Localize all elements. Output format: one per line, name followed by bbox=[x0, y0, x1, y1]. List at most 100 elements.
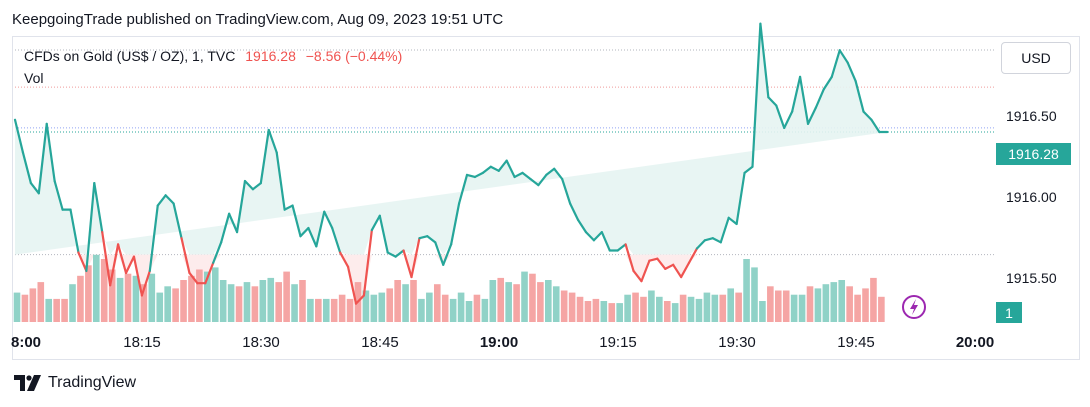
price-line-segment bbox=[806, 106, 818, 125]
price-line-segment bbox=[13, 118, 25, 154]
price-line-segment bbox=[775, 104, 786, 130]
price-line-segment bbox=[77, 251, 88, 273]
volume-bar bbox=[85, 265, 92, 322]
price-line-segment bbox=[442, 243, 453, 266]
volume-bar bbox=[679, 294, 687, 322]
volume-bar bbox=[782, 290, 790, 322]
price-line-segment bbox=[283, 204, 294, 211]
volume-bar bbox=[338, 294, 346, 322]
volume-bar bbox=[457, 292, 465, 322]
price-line-segment bbox=[624, 243, 635, 273]
volume-bar bbox=[703, 292, 711, 322]
volume-bar bbox=[735, 292, 742, 322]
price-line-segment bbox=[212, 241, 223, 264]
volume-bar bbox=[806, 286, 814, 322]
price-line-segment bbox=[537, 173, 548, 187]
volume-bar bbox=[180, 280, 187, 322]
volume-bar bbox=[465, 301, 473, 322]
price-line-segment bbox=[93, 181, 104, 234]
volume-bar bbox=[671, 303, 679, 322]
price-line-segment bbox=[109, 243, 120, 287]
price-line-segment bbox=[116, 243, 128, 275]
y-tick-label: 1916.50 bbox=[1006, 108, 1057, 124]
price-line-segment bbox=[846, 61, 857, 83]
price-line-segment bbox=[299, 226, 310, 238]
price-line-segment bbox=[672, 263, 683, 279]
x-tick-label: 18:45 bbox=[361, 334, 399, 351]
volume-bar bbox=[798, 294, 806, 322]
volume-bar bbox=[600, 301, 608, 322]
price-line-segment bbox=[370, 214, 381, 232]
price-line-segment bbox=[132, 255, 143, 297]
volume-bar bbox=[616, 303, 623, 322]
volume-bar bbox=[751, 267, 758, 322]
price-line-segment bbox=[243, 179, 254, 191]
volume-bar bbox=[489, 280, 497, 322]
volume-bar bbox=[283, 271, 290, 322]
volume-bar bbox=[878, 296, 885, 322]
price-line-segment bbox=[822, 75, 833, 91]
price-line-segment bbox=[561, 177, 572, 205]
price-line-segment bbox=[838, 49, 849, 64]
price-line-segment bbox=[101, 231, 112, 287]
price-line-segment bbox=[188, 271, 199, 285]
volume-bar bbox=[275, 282, 282, 322]
price-line-segment bbox=[481, 165, 492, 174]
volume-bar bbox=[61, 298, 68, 322]
volume-bar bbox=[552, 286, 560, 322]
volume-bar bbox=[426, 292, 433, 322]
volume-bar bbox=[37, 282, 45, 322]
volume-bar bbox=[235, 286, 243, 322]
price-line-segment bbox=[362, 228, 373, 297]
volume-bar bbox=[394, 280, 401, 322]
volume-bar bbox=[584, 301, 592, 322]
price-line-segment bbox=[751, 22, 762, 168]
price-line-segment bbox=[140, 269, 151, 297]
price-line-segment bbox=[457, 173, 469, 205]
price-change: −8.56 (−0.44%) bbox=[305, 48, 403, 64]
price-line-segment bbox=[862, 110, 873, 121]
volume-bar bbox=[695, 298, 703, 322]
price-line-segment bbox=[85, 181, 96, 273]
price-line-segment bbox=[267, 128, 278, 154]
price-line-segment bbox=[21, 151, 32, 185]
area-fill-up bbox=[15, 23, 888, 255]
x-tick-label: 20:00 bbox=[955, 334, 995, 351]
last-price-tag: 1916.28 bbox=[996, 143, 1071, 165]
price-line-segment bbox=[497, 159, 508, 172]
x-tick-label: 8:00 bbox=[10, 334, 42, 351]
price-line-segment bbox=[29, 181, 40, 195]
volume-bar bbox=[219, 280, 227, 322]
price-line-segment bbox=[616, 243, 627, 252]
volume-bar bbox=[29, 288, 37, 322]
volume-bar bbox=[148, 273, 156, 322]
volume-bar bbox=[69, 284, 76, 322]
price-line-segment bbox=[164, 194, 175, 205]
price-line-segment bbox=[275, 151, 286, 211]
price-line-segment bbox=[656, 257, 667, 270]
price-line-segment bbox=[529, 177, 540, 187]
price-line-segment bbox=[53, 179, 64, 211]
price-line-segment bbox=[259, 128, 270, 185]
volume-bar bbox=[814, 288, 822, 322]
price-line-segment bbox=[235, 179, 247, 234]
publisher-line: KeepgoingTrade published on TradingView.… bbox=[12, 11, 504, 28]
price-line-segment bbox=[767, 96, 778, 107]
volume-bar bbox=[521, 271, 528, 322]
volume-bar bbox=[545, 280, 552, 322]
price-line-segment bbox=[735, 171, 746, 226]
volume-bar bbox=[402, 284, 409, 322]
price-line-segment bbox=[711, 237, 722, 244]
tradingview-logo[interactable]: TradingView bbox=[14, 374, 136, 392]
volume-bar bbox=[299, 280, 306, 322]
volume-bar bbox=[378, 292, 386, 322]
volume-bar bbox=[656, 296, 663, 322]
lightning-bolt bbox=[910, 299, 918, 315]
currency-button[interactable]: USD bbox=[1001, 42, 1071, 74]
price-line-segment bbox=[346, 265, 358, 305]
price-line-segment bbox=[489, 165, 500, 172]
price-line-segment bbox=[814, 88, 825, 109]
price-line-segment bbox=[148, 204, 159, 273]
volume-bar bbox=[441, 294, 449, 322]
